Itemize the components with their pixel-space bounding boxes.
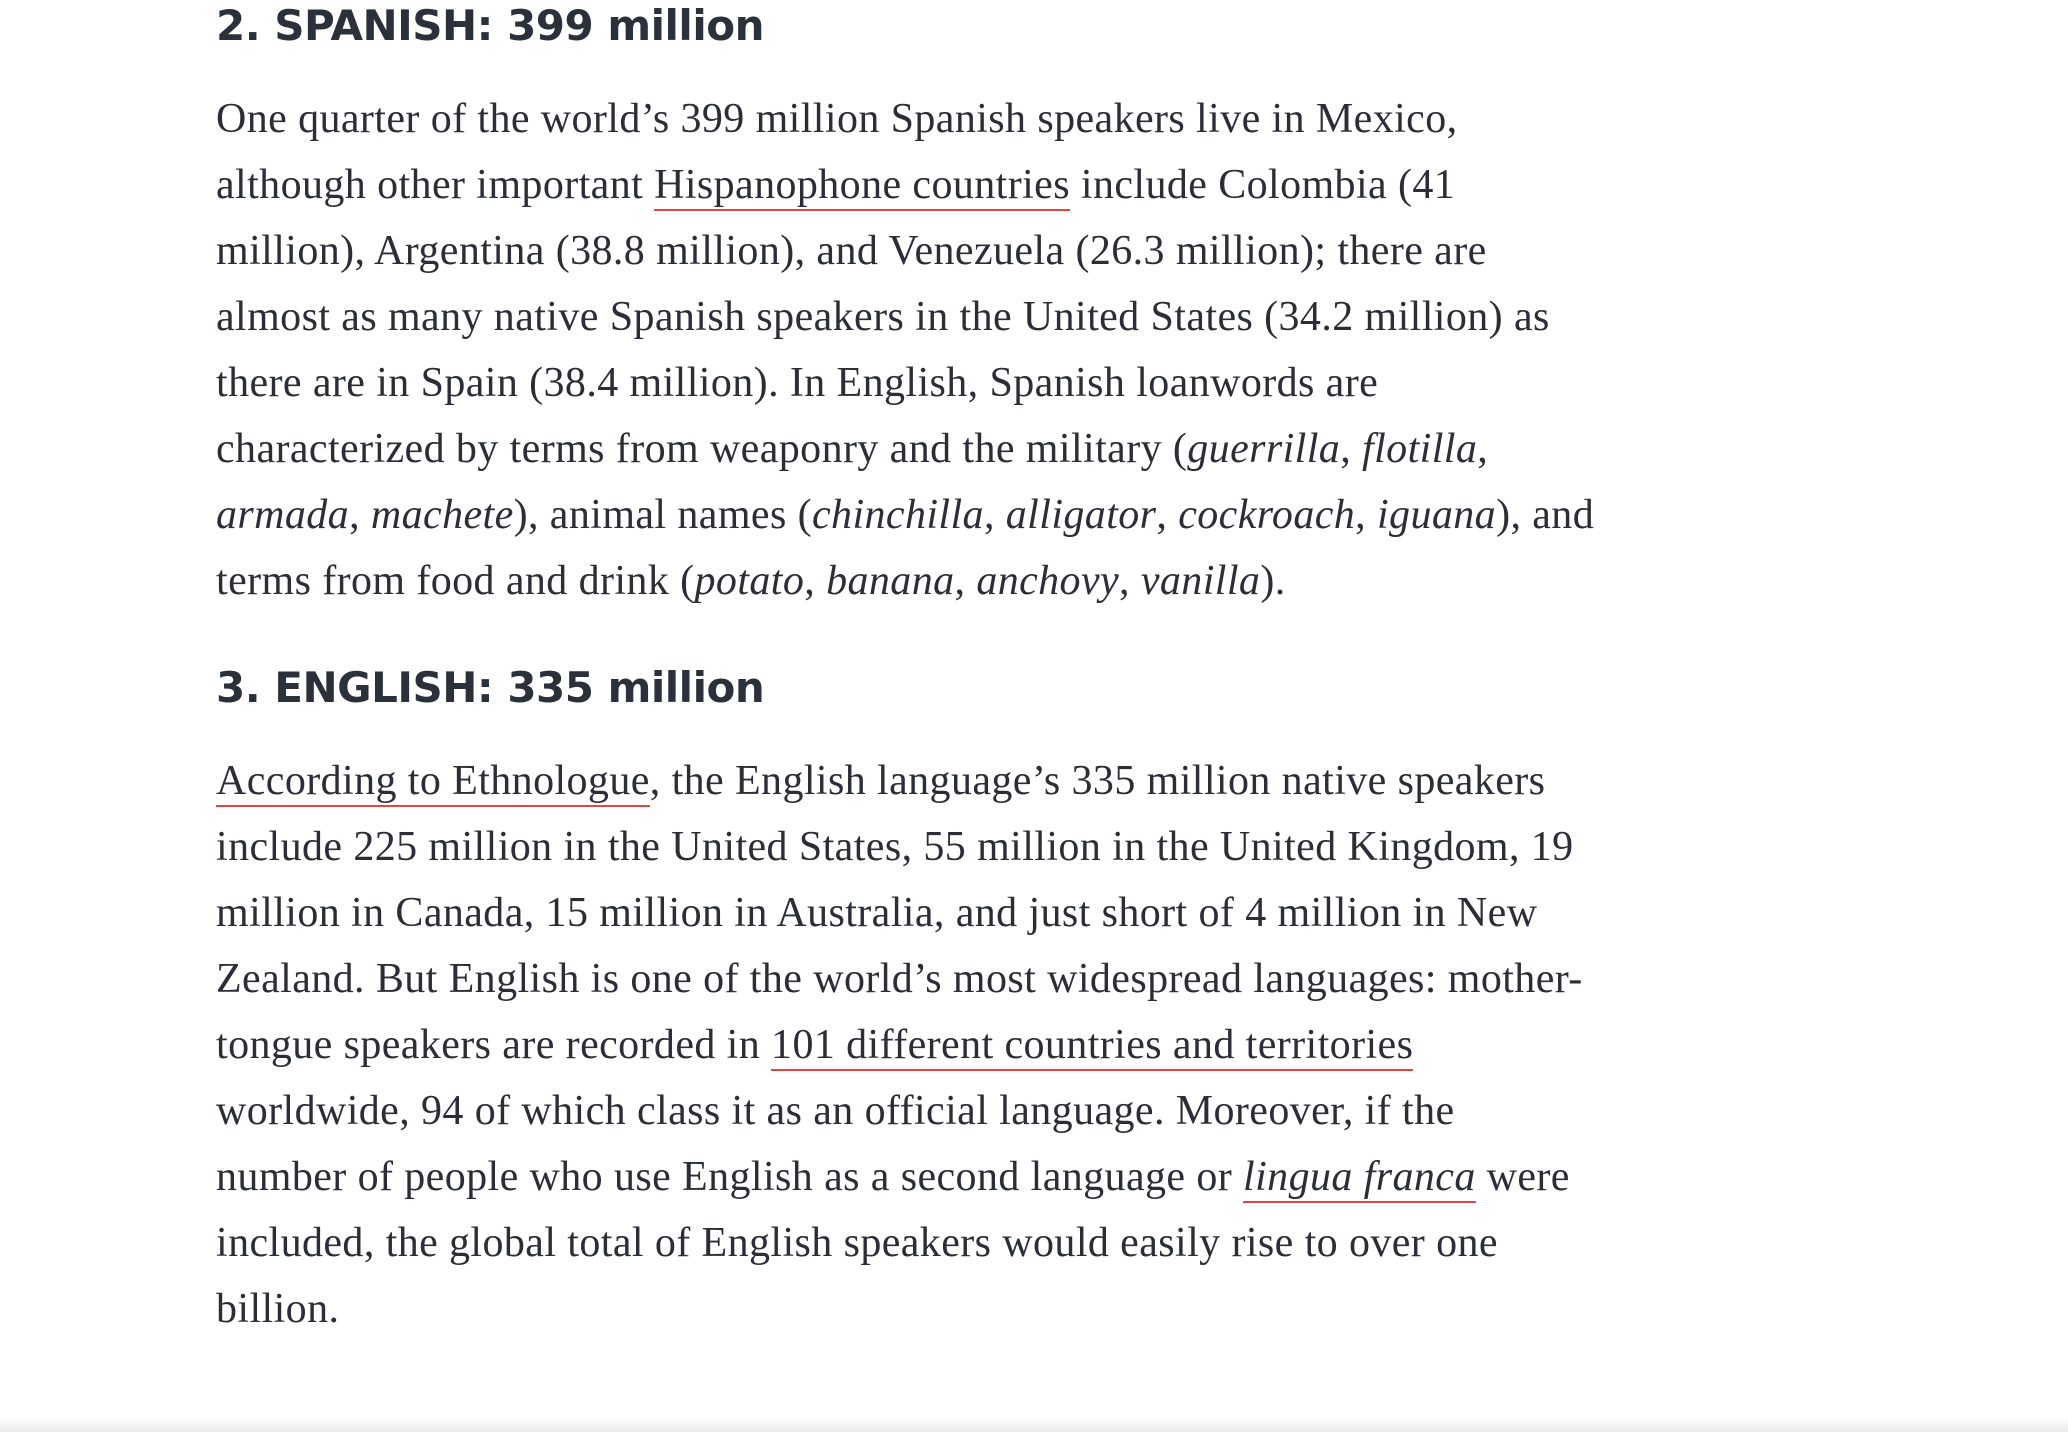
italic-term: flotilla (1362, 426, 1478, 472)
italic-term: anchovy (976, 558, 1120, 604)
section-spanish: 2. SPANISH: 399 million One quarter of t… (216, 0, 1596, 614)
italic-term: potato (694, 558, 805, 604)
paragraph-english: According to Ethnologue, the English lan… (216, 758, 1583, 1332)
italic-term: alligator (1005, 492, 1157, 538)
italic-term: chinchilla (812, 492, 984, 538)
italic-term: banana (826, 558, 955, 604)
italic-term: cockroach (1178, 492, 1356, 538)
paragraph-spanish: One quarter of the world’s 399 million S… (216, 96, 1595, 604)
link-lingua-franca[interactable]: lingua franca (1243, 1154, 1476, 1203)
italic-term: vanilla (1140, 558, 1261, 604)
italic-term: machete (370, 492, 514, 538)
page-bottom-edge (0, 1418, 2068, 1432)
link-according-to-ethnologue[interactable]: According to Ethnologue (216, 758, 650, 807)
italic-term: guerrilla (1187, 426, 1341, 472)
link-101-countries-and-territories[interactable]: 101 different countries and territories (771, 1022, 1414, 1071)
section-heading-spanish: 2. SPANISH: 399 million (216, 1, 764, 50)
article-body: 2. SPANISH: 399 million One quarter of t… (216, 0, 1596, 1342)
section-english: 3. ENGLISH: 335 million According to Eth… (216, 660, 1596, 1342)
italic-term: iguana (1376, 492, 1497, 538)
italic-term: armada (216, 492, 350, 538)
link-hispanophone-countries[interactable]: Hispanophone countries (654, 162, 1070, 211)
section-heading-english: 3. ENGLISH: 335 million (216, 663, 765, 712)
